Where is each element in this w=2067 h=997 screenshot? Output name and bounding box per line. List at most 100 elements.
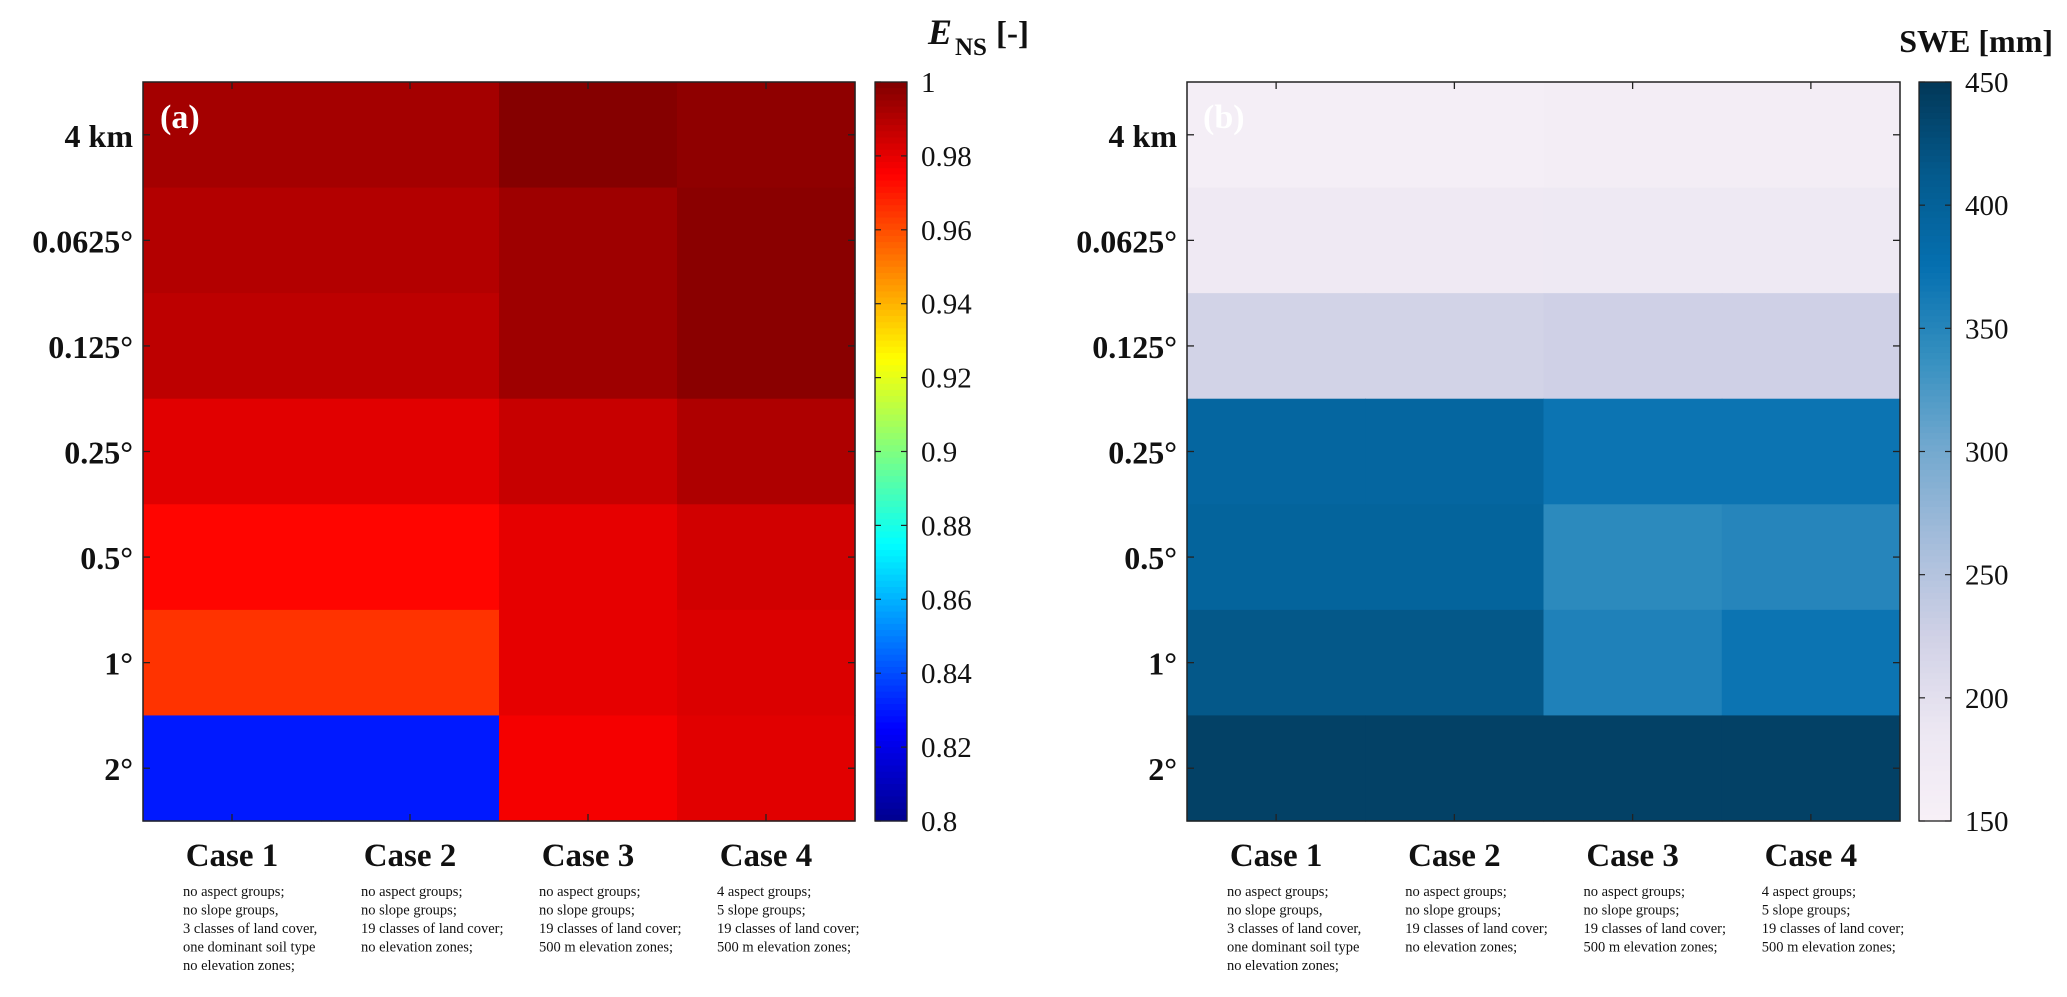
colorbar-segment	[875, 439, 907, 446]
colorbar-segment	[1919, 753, 1951, 761]
colorbar-segment	[1919, 445, 1951, 453]
colorbar-segment	[875, 149, 907, 157]
colorbar-segment	[875, 118, 907, 126]
heatmap-cell	[1543, 82, 1723, 189]
heatmap-cell	[499, 715, 678, 822]
colorbar-segment	[1919, 260, 1951, 268]
colorbar-segment	[875, 322, 907, 329]
colorbar-segment	[1919, 463, 1951, 471]
heatmap-cell	[1365, 293, 1545, 400]
colorbar-segment	[875, 162, 907, 169]
colorbar-segment	[1919, 414, 1951, 422]
heatmap-cell	[1721, 609, 1901, 717]
colorbar-segment	[875, 340, 907, 348]
heatmap-cell	[1365, 715, 1545, 822]
colorbar-segment	[875, 217, 907, 225]
heatmap-cell	[677, 609, 856, 717]
row-tick-label: 0.125°	[48, 329, 133, 365]
row-tick-label: 4 km	[65, 118, 134, 154]
colorbar-segment	[1919, 525, 1951, 533]
colorbar-segment	[875, 808, 907, 816]
colorbar-segment	[1919, 617, 1951, 625]
column-tick-label: Case 4	[1765, 838, 1858, 874]
colorbar-segment	[1919, 272, 1951, 280]
colorbar-segment	[1919, 389, 1951, 397]
panel-b: (b) 4 km 0.0625° 0.125° 0.25° 0.5° 1° 2° Case 1 n…	[1076, 23, 2053, 974]
colorbar-segment	[875, 100, 907, 108]
heatmap-cell	[1543, 715, 1723, 822]
colorbar-title: E	[927, 12, 952, 52]
case-description-line: 5 slope groups;	[1762, 903, 1851, 919]
colorbar-segment	[1919, 118, 1951, 126]
colorbar-tick-label: 0.96	[921, 215, 972, 247]
colorbar-segment	[875, 500, 907, 508]
colorbar-segment	[875, 291, 907, 299]
colorbar-segment	[1919, 513, 1951, 520]
colorbar-segment	[875, 199, 907, 206]
panel-label: (b)	[1203, 99, 1245, 136]
colorbar-segment	[875, 309, 907, 317]
colorbar-segment	[875, 753, 907, 761]
row-tick-label: 2°	[1148, 751, 1177, 787]
colorbar-tick-label: 0.82	[921, 732, 972, 764]
colorbar-tick-label: 0.8	[921, 806, 957, 838]
heatmap-cell	[143, 187, 322, 294]
case-description-line: no slope groups;	[1584, 903, 1680, 919]
case-description-line: 500 m elevation zones;	[539, 940, 673, 956]
heatmap-cell	[1721, 82, 1901, 189]
colorbar-segment	[1919, 316, 1951, 323]
colorbar-segment	[1919, 519, 1951, 526]
colorbar-segment	[1919, 568, 1951, 576]
heatmap-cell	[143, 293, 322, 400]
case-description-line: no aspect groups;	[1405, 884, 1506, 900]
colorbar-segment	[875, 266, 907, 274]
case-description-line: 19 classes of land cover;	[361, 921, 504, 937]
heatmap-cell	[1187, 609, 1366, 717]
colorbar-segment	[1919, 654, 1951, 662]
colorbar-tick-label: 250	[1965, 560, 2009, 592]
case-description-line: no aspect groups;	[1584, 884, 1685, 900]
colorbar-segment	[1919, 383, 1951, 391]
colorbar-segment	[875, 260, 907, 268]
panel-label: (a)	[160, 99, 200, 136]
colorbar-segment	[1919, 790, 1951, 797]
heatmap-cell	[1543, 504, 1723, 611]
colorbar-segment	[875, 611, 907, 619]
colorbar-segment	[1919, 162, 1951, 169]
colorbar-segment	[1919, 125, 1951, 132]
heatmap-cell	[499, 609, 678, 717]
case-description-line: no aspect groups;	[539, 884, 640, 900]
case-description-line: 19 classes of land cover;	[1584, 921, 1727, 937]
colorbar-segment	[875, 211, 907, 219]
case-description-line: no slope groups;	[1405, 903, 1501, 919]
colorbar-segment	[875, 371, 907, 379]
row-tick-label: 1°	[104, 646, 133, 682]
colorbar-segment	[1919, 223, 1951, 231]
colorbar-segment	[875, 408, 907, 416]
colorbar-segment	[1919, 660, 1951, 668]
colorbar-segment	[1919, 747, 1951, 754]
colorbar-segment	[1919, 605, 1951, 613]
colorbar-tick-label: 1	[921, 67, 936, 99]
colorbar-segment	[875, 593, 907, 600]
colorbar-segment	[1919, 691, 1951, 699]
colorbar-segment	[1919, 556, 1951, 563]
colorbar-segment	[875, 703, 907, 711]
colorbar-segment	[875, 223, 907, 231]
heatmap-cell	[677, 82, 856, 189]
heatmap-cell	[143, 609, 322, 717]
colorbar-segment	[1919, 593, 1951, 600]
colorbar-segment	[875, 685, 907, 693]
colorbar-tick-label: 150	[1965, 806, 2009, 838]
colorbar-segment	[875, 383, 907, 391]
colorbar-segment	[1919, 112, 1951, 120]
colorbar-segment	[1919, 137, 1951, 145]
row-tick-label: 0.125°	[1092, 329, 1177, 365]
colorbar-segment	[875, 623, 907, 631]
colorbar-segment	[875, 537, 907, 545]
case-description-line: 500 m elevation zones;	[1584, 940, 1718, 956]
case-description-line: 500 m elevation zones;	[717, 940, 851, 956]
colorbar-segment	[875, 660, 907, 668]
colorbar-segment	[875, 192, 907, 200]
